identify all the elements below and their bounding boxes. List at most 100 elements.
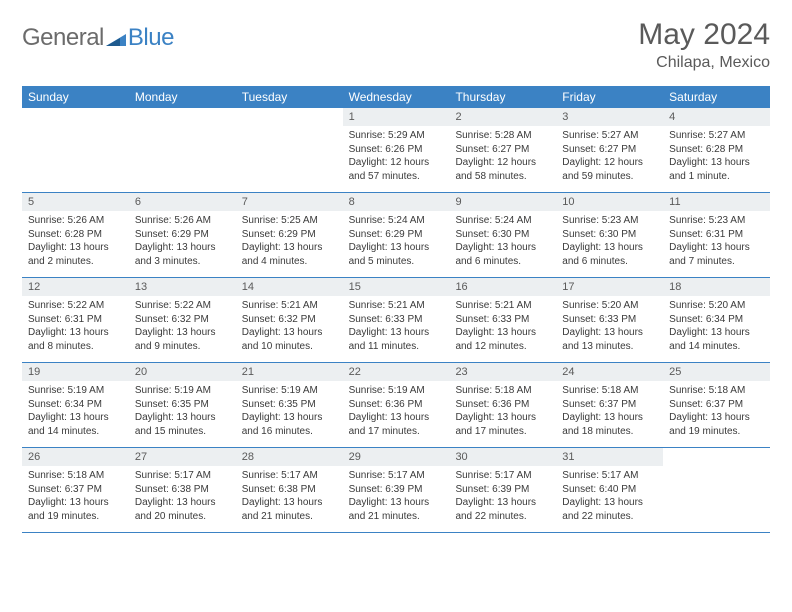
day-cell: 22Sunrise: 5:19 AMSunset: 6:36 PMDayligh… — [343, 363, 450, 447]
sunset-text: Sunset: 6:37 PM — [669, 398, 764, 412]
daylight-text: Daylight: 13 hours and 1 minute. — [669, 156, 764, 183]
day-header-thursday: Thursday — [449, 86, 556, 108]
sunrise-text: Sunrise: 5:17 AM — [242, 469, 337, 483]
sunrise-text: Sunrise: 5:24 AM — [455, 214, 550, 228]
sunrise-text: Sunrise: 5:21 AM — [349, 299, 444, 313]
sunrise-text: Sunrise: 5:18 AM — [28, 469, 123, 483]
daylight-text: Daylight: 13 hours and 12 minutes. — [455, 326, 550, 353]
sunset-text: Sunset: 6:32 PM — [135, 313, 230, 327]
day-body: Sunrise: 5:17 AMSunset: 6:39 PMDaylight:… — [343, 466, 450, 527]
day-cell: 26Sunrise: 5:18 AMSunset: 6:37 PMDayligh… — [22, 448, 129, 532]
sunrise-text: Sunrise: 5:27 AM — [669, 129, 764, 143]
sunrise-text: Sunrise: 5:28 AM — [455, 129, 550, 143]
day-number: 26 — [22, 448, 129, 466]
day-number: 30 — [449, 448, 556, 466]
day-number: 18 — [663, 278, 770, 296]
day-body: Sunrise: 5:21 AMSunset: 6:32 PMDaylight:… — [236, 296, 343, 357]
day-number: 9 — [449, 193, 556, 211]
week-row: 5Sunrise: 5:26 AMSunset: 6:28 PMDaylight… — [22, 193, 770, 278]
day-number: 29 — [343, 448, 450, 466]
day-body: Sunrise: 5:22 AMSunset: 6:31 PMDaylight:… — [22, 296, 129, 357]
day-body: Sunrise: 5:19 AMSunset: 6:35 PMDaylight:… — [236, 381, 343, 442]
sunset-text: Sunset: 6:29 PM — [242, 228, 337, 242]
day-cell: 24Sunrise: 5:18 AMSunset: 6:37 PMDayligh… — [556, 363, 663, 447]
day-cell-empty — [663, 448, 770, 532]
day-number: 16 — [449, 278, 556, 296]
day-number: 21 — [236, 363, 343, 381]
sunset-text: Sunset: 6:36 PM — [349, 398, 444, 412]
sunset-text: Sunset: 6:29 PM — [135, 228, 230, 242]
sunrise-text: Sunrise: 5:22 AM — [28, 299, 123, 313]
week-row: 1Sunrise: 5:29 AMSunset: 6:26 PMDaylight… — [22, 108, 770, 193]
day-body: Sunrise: 5:24 AMSunset: 6:30 PMDaylight:… — [449, 211, 556, 272]
day-number: 7 — [236, 193, 343, 211]
sunset-text: Sunset: 6:31 PM — [669, 228, 764, 242]
day-body: Sunrise: 5:26 AMSunset: 6:29 PMDaylight:… — [129, 211, 236, 272]
day-cell: 7Sunrise: 5:25 AMSunset: 6:29 PMDaylight… — [236, 193, 343, 277]
daylight-text: Daylight: 13 hours and 15 minutes. — [135, 411, 230, 438]
sunset-text: Sunset: 6:27 PM — [455, 143, 550, 157]
sunrise-text: Sunrise: 5:23 AM — [562, 214, 657, 228]
day-cell: 11Sunrise: 5:23 AMSunset: 6:31 PMDayligh… — [663, 193, 770, 277]
daylight-text: Daylight: 13 hours and 22 minutes. — [562, 496, 657, 523]
day-body: Sunrise: 5:21 AMSunset: 6:33 PMDaylight:… — [449, 296, 556, 357]
day-number: 10 — [556, 193, 663, 211]
day-cell: 10 Sunrise: 5:23 AMSunset: 6:30 PMDayligh… — [556, 193, 663, 277]
sunrise-text: Sunrise: 5:25 AM — [242, 214, 337, 228]
daylight-text: Daylight: 13 hours and 22 minutes. — [455, 496, 550, 523]
daylight-text: Daylight: 13 hours and 3 minutes. — [135, 241, 230, 268]
day-cell: 2Sunrise: 5:28 AMSunset: 6:27 PMDaylight… — [449, 108, 556, 192]
daylight-text: Daylight: 13 hours and 4 minutes. — [242, 241, 337, 268]
sunset-text: Sunset: 6:31 PM — [28, 313, 123, 327]
day-cell: 14Sunrise: 5:21 AMSunset: 6:32 PMDayligh… — [236, 278, 343, 362]
day-header-row: SundayMondayTuesdayWednesdayThursdayFrid… — [22, 86, 770, 108]
day-cell: 25Sunrise: 5:18 AMSunset: 6:37 PMDayligh… — [663, 363, 770, 447]
day-cell-empty — [22, 108, 129, 192]
day-cell: 29Sunrise: 5:17 AMSunset: 6:39 PMDayligh… — [343, 448, 450, 532]
sunrise-text: Sunrise: 5:26 AM — [28, 214, 123, 228]
daylight-text: Daylight: 13 hours and 11 minutes. — [349, 326, 444, 353]
sunset-text: Sunset: 6:37 PM — [28, 483, 123, 497]
calendar: SundayMondayTuesdayWednesdayThursdayFrid… — [22, 86, 770, 533]
week-row: 12Sunrise: 5:22 AMSunset: 6:31 PMDayligh… — [22, 278, 770, 363]
sunrise-text: Sunrise: 5:18 AM — [455, 384, 550, 398]
day-header-wednesday: Wednesday — [343, 86, 450, 108]
day-body: Sunrise: 5:25 AMSunset: 6:29 PMDaylight:… — [236, 211, 343, 272]
day-header-monday: Monday — [129, 86, 236, 108]
sunset-text: Sunset: 6:30 PM — [562, 228, 657, 242]
title-block: May 2024 Chilapa, Mexico — [638, 18, 770, 72]
day-number: 12 — [22, 278, 129, 296]
day-number: 15 — [343, 278, 450, 296]
day-body: Sunrise: 5:17 AMSunset: 6:40 PMDaylight:… — [556, 466, 663, 527]
day-number: 13 — [129, 278, 236, 296]
brand-logo: General Blue — [22, 18, 174, 52]
sunrise-text: Sunrise: 5:19 AM — [28, 384, 123, 398]
daylight-text: Daylight: 13 hours and 14 minutes. — [28, 411, 123, 438]
sunrise-text: Sunrise: 5:27 AM — [562, 129, 657, 143]
sunrise-text: Sunrise: 5:19 AM — [135, 384, 230, 398]
day-cell: 31Sunrise: 5:17 AMSunset: 6:40 PMDayligh… — [556, 448, 663, 532]
day-body: Sunrise: 5:23 AMSunset: 6:31 PMDaylight:… — [663, 211, 770, 272]
daylight-text: Daylight: 13 hours and 14 minutes. — [669, 326, 764, 353]
sunrise-text: Sunrise: 5:19 AM — [349, 384, 444, 398]
daylight-text: Daylight: 13 hours and 8 minutes. — [28, 326, 123, 353]
day-body: Sunrise: 5:18 AMSunset: 6:36 PMDaylight:… — [449, 381, 556, 442]
weeks-container: 1Sunrise: 5:29 AMSunset: 6:26 PMDaylight… — [22, 108, 770, 533]
sunset-text: Sunset: 6:30 PM — [455, 228, 550, 242]
sunset-text: Sunset: 6:26 PM — [349, 143, 444, 157]
sunset-text: Sunset: 6:27 PM — [562, 143, 657, 157]
daylight-text: Daylight: 13 hours and 6 minutes. — [562, 241, 657, 268]
daylight-text: Daylight: 13 hours and 17 minutes. — [349, 411, 444, 438]
sunset-text: Sunset: 6:40 PM — [562, 483, 657, 497]
sunset-text: Sunset: 6:34 PM — [669, 313, 764, 327]
day-number: 4 — [663, 108, 770, 126]
day-cell: 18Sunrise: 5:20 AMSunset: 6:34 PMDayligh… — [663, 278, 770, 362]
day-cell: 13Sunrise: 5:22 AMSunset: 6:32 PMDayligh… — [129, 278, 236, 362]
day-body: Sunrise: 5:20 AMSunset: 6:33 PMDaylight:… — [556, 296, 663, 357]
sunrise-text: Sunrise: 5:20 AM — [562, 299, 657, 313]
sunrise-text: Sunrise: 5:18 AM — [562, 384, 657, 398]
day-number: 3 — [556, 108, 663, 126]
day-number: 27 — [129, 448, 236, 466]
sunrise-text: Sunrise: 5:26 AM — [135, 214, 230, 228]
day-cell: 4Sunrise: 5:27 AMSunset: 6:28 PMDaylight… — [663, 108, 770, 192]
